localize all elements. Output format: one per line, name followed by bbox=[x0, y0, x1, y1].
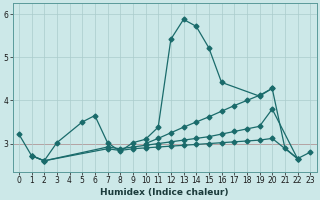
X-axis label: Humidex (Indice chaleur): Humidex (Indice chaleur) bbox=[100, 188, 229, 197]
